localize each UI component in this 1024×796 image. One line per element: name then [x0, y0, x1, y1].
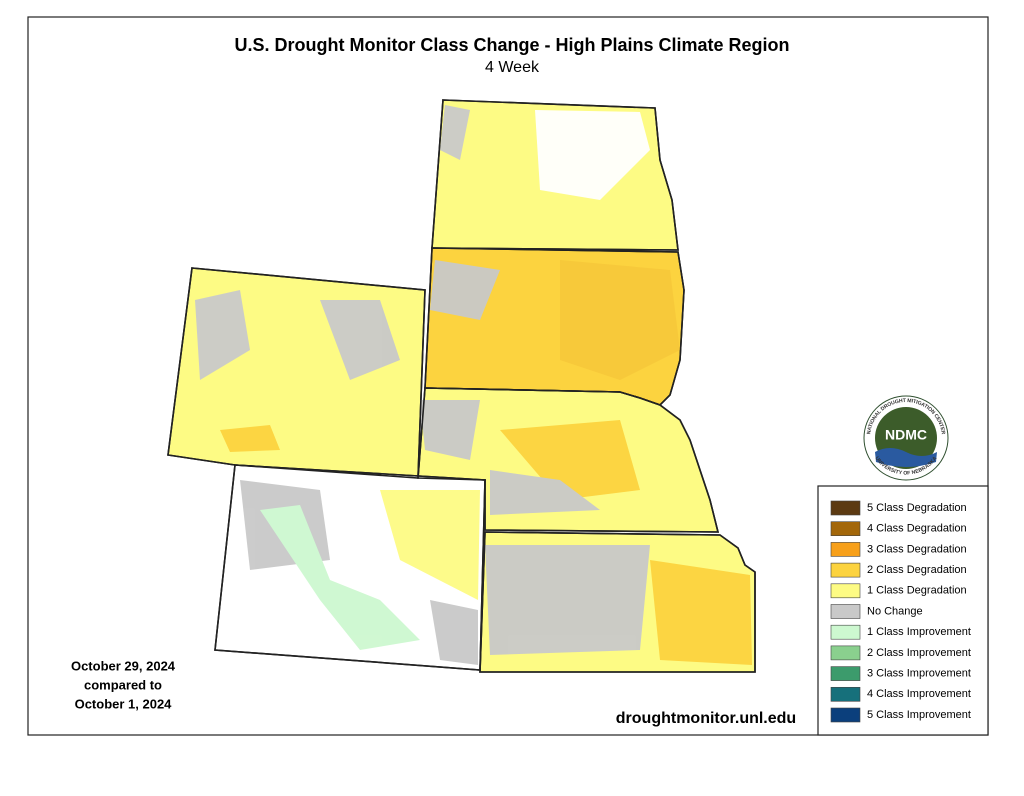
legend-swatch	[830, 562, 861, 578]
legend: 5 Class Degradation 4 Class Degradation 3 …	[817, 485, 989, 736]
logo: NDMC NATIONAL DROUGHT MITIGATION CENTER …	[863, 395, 949, 481]
legend-swatch	[830, 707, 861, 723]
area-orange	[560, 260, 680, 380]
legend-label: 5 Class Degradation	[867, 502, 967, 514]
area-gray	[485, 545, 650, 655]
logo-wave	[875, 448, 937, 467]
legend-swatch	[830, 500, 861, 516]
source-url: droughtmonitor.unl.edu	[616, 710, 796, 727]
area-orange	[220, 425, 280, 452]
legend-swatch	[830, 521, 861, 537]
area-orange	[650, 560, 752, 665]
legend-label: No Change	[867, 605, 923, 617]
state-borders	[167, 99, 756, 673]
legend-swatch	[830, 542, 861, 557]
legend-label: 5 Class Improvement	[867, 709, 971, 721]
area-gray	[440, 105, 470, 160]
date-current: October 29, 2024	[71, 658, 176, 673]
area-gray	[490, 470, 600, 515]
date-previous: October 1, 2024	[75, 696, 173, 711]
legend-label: 3 Class Improvement	[867, 668, 971, 680]
legend-label: 1 Class Degradation	[867, 585, 967, 597]
area-gray	[430, 260, 500, 320]
area-gray	[320, 300, 400, 380]
area-white	[535, 110, 650, 200]
area-orange	[500, 420, 640, 500]
legend-label: 2 Class Improvement	[867, 647, 971, 659]
legend-label: 1 Class Improvement	[867, 626, 971, 638]
legend-swatch	[830, 666, 861, 681]
legend-label: 4 Class Degradation	[867, 523, 967, 535]
legend-swatch	[830, 645, 861, 661]
legend-swatch	[830, 604, 861, 619]
title: U.S. Drought Monitor Class Change - High…	[234, 35, 789, 55]
date-compare: compared to	[84, 677, 162, 692]
legend-swatch	[830, 624, 861, 640]
area-gray	[195, 290, 250, 380]
legend-label: 2 Class Degradation	[867, 564, 967, 576]
logo-name: NDMC	[885, 427, 927, 443]
area-gray	[430, 600, 478, 665]
subtitle: 4 Week	[485, 59, 540, 76]
dates: October 29, 2024 compared to October 1, …	[71, 658, 176, 711]
area-yellow	[380, 490, 480, 600]
legend-swatch	[830, 583, 861, 599]
area-gray	[420, 400, 480, 460]
change-areas	[195, 105, 752, 665]
legend-swatch	[830, 686, 861, 702]
area-improve	[260, 505, 420, 650]
legend-label: 4 Class Improvement	[867, 688, 971, 700]
legend-label: 3 Class Degradation	[867, 543, 967, 555]
